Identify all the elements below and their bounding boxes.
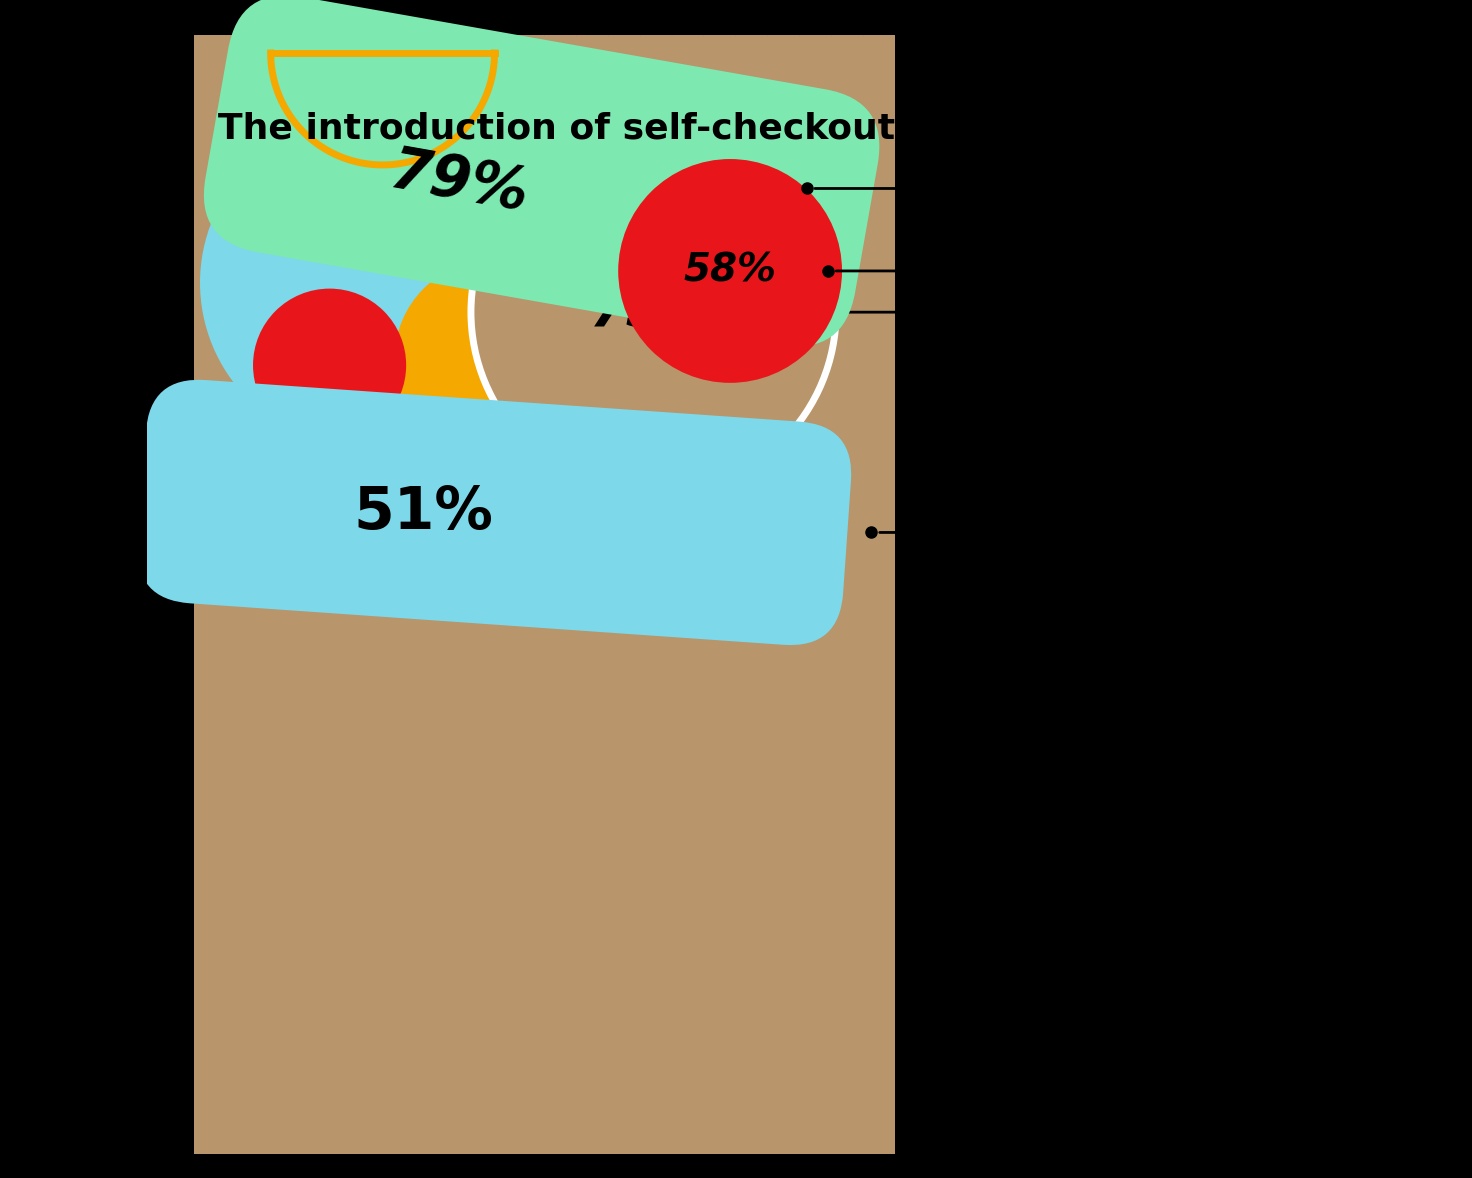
Polygon shape	[194, 0, 895, 35]
Ellipse shape	[200, 118, 530, 448]
FancyBboxPatch shape	[194, 35, 895, 1154]
FancyBboxPatch shape	[138, 379, 851, 646]
Text: 75%: 75%	[590, 286, 717, 338]
Circle shape	[618, 159, 842, 383]
Circle shape	[471, 130, 836, 495]
Circle shape	[394, 259, 595, 459]
Circle shape	[253, 289, 406, 442]
Text: 51%: 51%	[353, 484, 493, 541]
Text: 79%: 79%	[386, 143, 533, 223]
Text: 58%: 58%	[683, 252, 777, 290]
Text: The introduction of self-checkout has²...: The introduction of self-checkout has²..…	[218, 112, 1036, 146]
FancyBboxPatch shape	[203, 0, 879, 346]
